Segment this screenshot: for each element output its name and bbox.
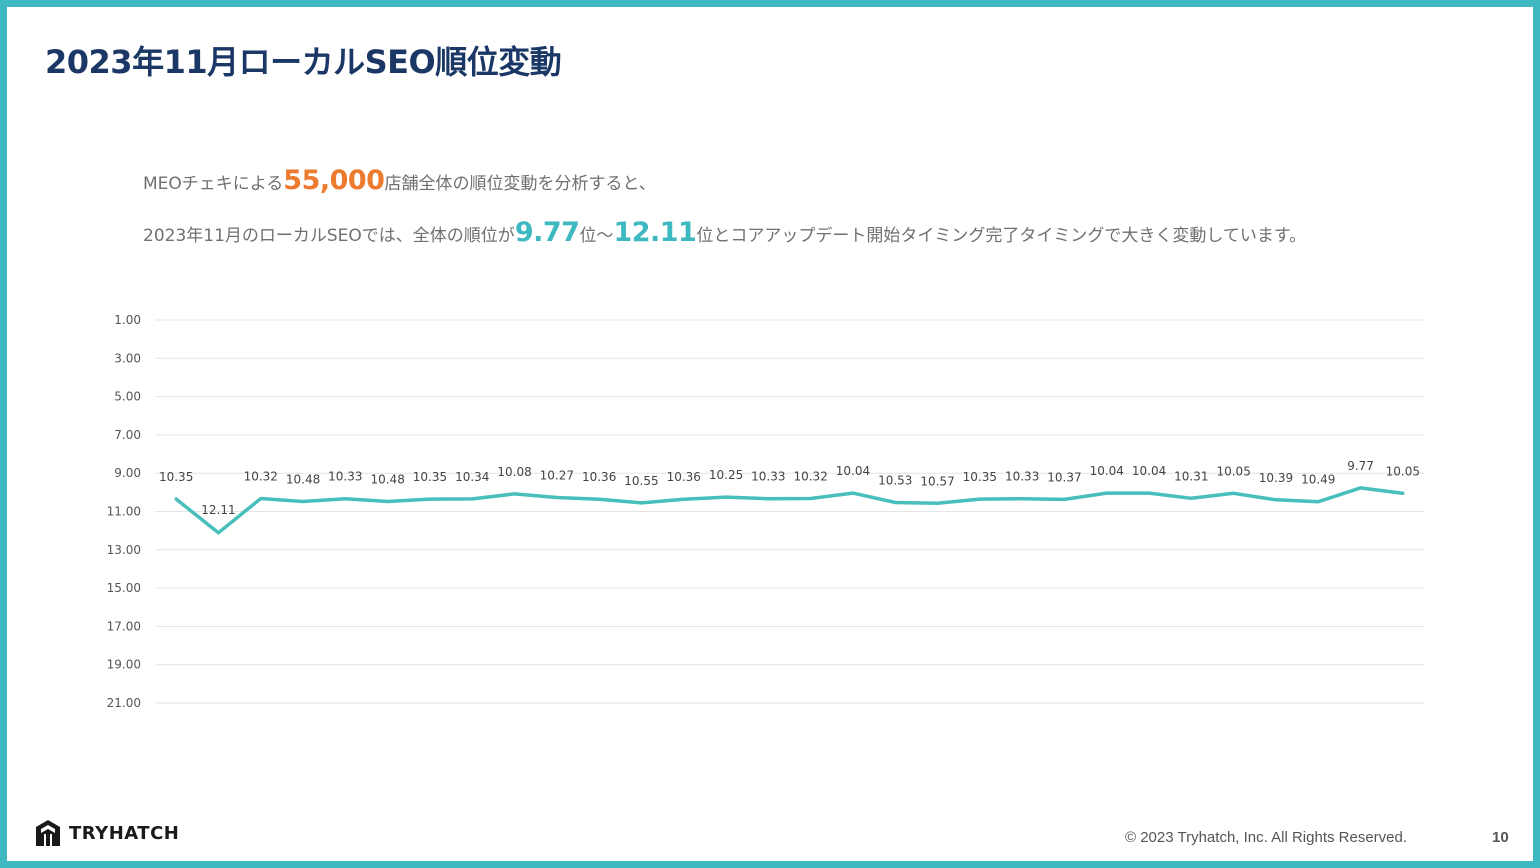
store-count-highlight: 55,000	[283, 165, 385, 196]
data-label: 10.25	[709, 468, 743, 482]
data-point	[893, 500, 897, 504]
chart-gridlines	[155, 319, 1424, 704]
page-title: 2023年11月ローカルSEO順位変動	[45, 43, 562, 81]
data-point	[766, 497, 770, 501]
data-point	[1062, 497, 1066, 501]
data-point	[1232, 491, 1236, 495]
y-tick-label: 19.00	[107, 658, 141, 672]
y-tick-label: 1.00	[114, 313, 141, 327]
lead-line-1-after: 店舗全体の順位変動を分析すると、	[384, 174, 656, 194]
data-label: 10.04	[836, 464, 870, 478]
lead-line-1-before: MEOチェキによる	[143, 174, 284, 194]
data-label: 10.35	[413, 470, 447, 484]
data-label: 10.33	[1005, 470, 1039, 484]
data-label: 9.77	[1347, 459, 1374, 473]
y-tick-label: 15.00	[107, 581, 141, 595]
data-label: 10.39	[1259, 471, 1293, 485]
lead-line-2-middle: 位〜	[579, 226, 614, 246]
tryhatch-logo: TRYHATCH	[35, 819, 179, 847]
data-point	[809, 496, 813, 500]
lead-line-2-after: 位とコアアップデート開始タイミング完了タイミングで大きく変動しています。	[696, 226, 1307, 246]
data-label: 10.31	[1174, 469, 1208, 483]
data-point	[597, 497, 601, 501]
data-point	[1147, 491, 1151, 495]
data-label: 10.34	[455, 470, 489, 484]
data-point	[1189, 496, 1193, 500]
data-point	[1020, 497, 1024, 501]
data-point	[216, 531, 220, 535]
data-point	[724, 495, 728, 499]
data-label: 10.35	[963, 470, 997, 484]
data-point	[259, 496, 263, 500]
data-point	[1274, 498, 1278, 502]
data-label: 10.57	[920, 474, 954, 488]
data-label: 10.27	[540, 469, 574, 483]
data-label: 12.11	[201, 503, 235, 517]
y-tick-label: 13.00	[107, 543, 141, 557]
data-label: 10.08	[497, 465, 531, 479]
data-point	[1359, 486, 1363, 490]
data-point	[1105, 491, 1109, 495]
data-point	[470, 497, 474, 501]
data-label: 10.05	[1386, 464, 1420, 478]
data-label: 10.05	[1216, 464, 1250, 478]
data-point	[1316, 500, 1320, 504]
data-point	[682, 497, 686, 501]
y-tick-label: 5.00	[114, 390, 141, 404]
page-number: 10	[1492, 829, 1509, 846]
y-tick-label: 11.00	[107, 505, 141, 519]
lead-line-2-before: 2023年11月のローカルSEOでは、全体の順位が	[143, 226, 515, 246]
data-label: 10.04	[1132, 464, 1166, 478]
series-line	[174, 486, 1405, 535]
tryhatch-logo-text: TRYHATCH	[69, 822, 180, 844]
rank-line-chart: 1.00 3.00 5.00 7.00 9.00 11.00 13.00 15.00 17.00…	[107, 313, 1424, 710]
data-point	[428, 497, 432, 501]
lead-line-2: 2023年11月のローカルSEOでは、全体の順位が9.77位〜12.11位とコア…	[143, 217, 1473, 248]
data-label: 10.32	[244, 469, 278, 483]
y-tick-label: 21.00	[107, 696, 141, 710]
y-tick-label: 9.00	[114, 466, 141, 480]
data-point	[1401, 491, 1405, 495]
data-label: 10.49	[1301, 473, 1335, 487]
data-label: 10.37	[1047, 470, 1081, 484]
data-label: 10.35	[159, 470, 193, 484]
data-label: 10.32	[793, 469, 827, 483]
data-point	[936, 501, 940, 505]
data-point	[174, 497, 178, 501]
data-point	[851, 491, 855, 495]
data-label: 10.33	[328, 470, 362, 484]
data-label: 10.48	[286, 473, 320, 487]
data-label: 10.55	[624, 474, 658, 488]
chart-y-axis: 1.00 3.00 5.00 7.00 9.00 11.00 13.00 15.00 17.00…	[107, 313, 141, 710]
data-point	[978, 497, 982, 501]
data-point	[639, 501, 643, 505]
y-tick-label: 17.00	[107, 619, 141, 633]
lead-line-1: MEOチェキによる55,000店舗全体の順位変動を分析すると、	[143, 165, 1473, 196]
data-label: 10.48	[370, 473, 404, 487]
data-point	[301, 500, 305, 504]
chart-series	[174, 486, 1405, 535]
chart-data-labels: 10.35 12.11 10.32 10.48 10.33 10.48 10.35 10.34…	[159, 459, 1420, 517]
copyright-notice: © 2023 Tryhatch, Inc. All Rights Reserve…	[1125, 829, 1408, 846]
data-label: 10.53	[878, 473, 912, 487]
data-label: 10.33	[751, 470, 785, 484]
data-label: 10.36	[582, 470, 616, 484]
rank-max-highlight: 12.11	[613, 217, 697, 248]
data-point	[343, 497, 347, 501]
rank-min-highlight: 9.77	[514, 217, 580, 248]
data-point	[555, 496, 559, 500]
data-point	[386, 500, 390, 504]
data-point	[513, 492, 517, 496]
y-tick-label: 3.00	[114, 351, 141, 365]
tryhatch-logo-icon	[36, 820, 60, 846]
data-label: 10.36	[667, 470, 701, 484]
data-label: 10.04	[1090, 464, 1124, 478]
y-tick-label: 7.00	[114, 428, 141, 442]
